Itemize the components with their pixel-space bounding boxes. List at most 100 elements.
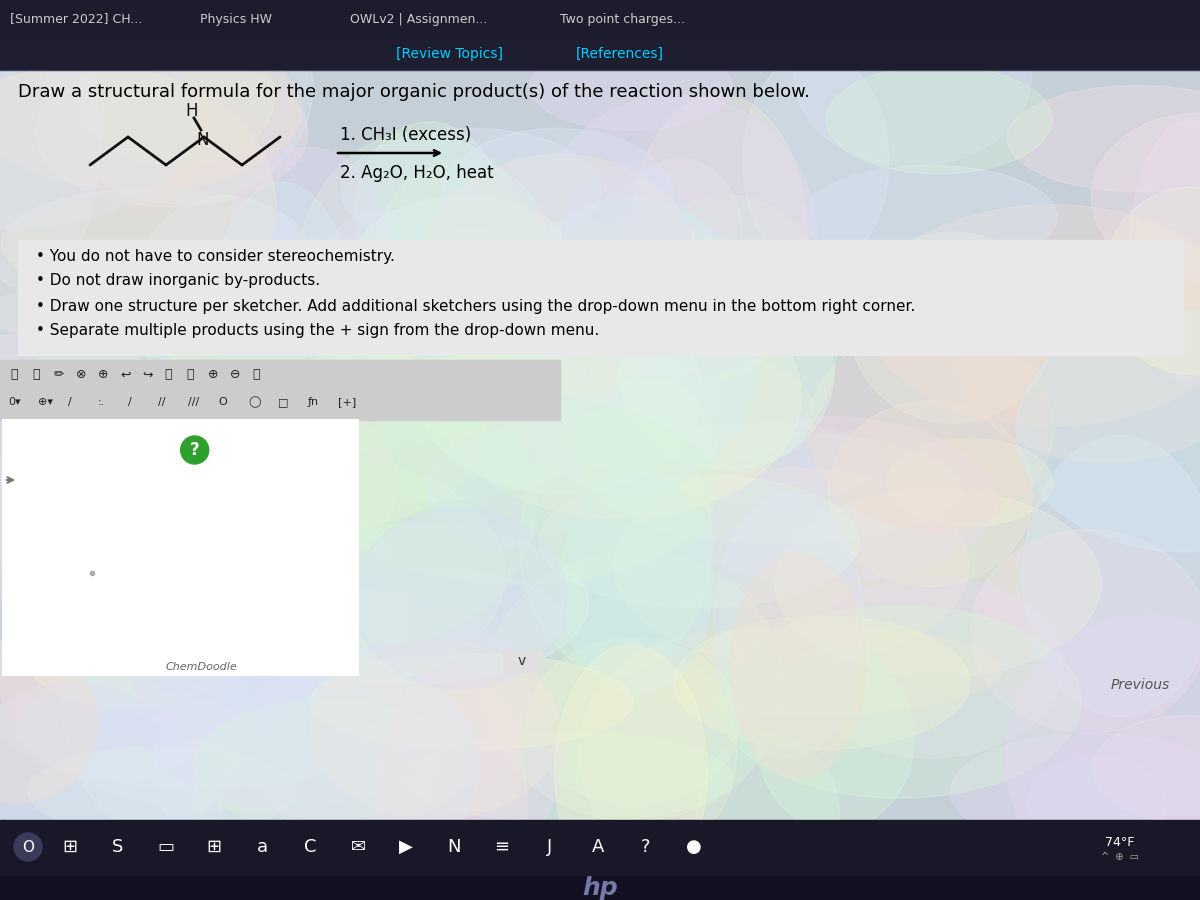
Ellipse shape: [0, 29, 301, 190]
Ellipse shape: [227, 148, 388, 346]
Ellipse shape: [139, 575, 372, 785]
Text: ▶: ▶: [400, 838, 413, 856]
Ellipse shape: [631, 94, 808, 378]
Ellipse shape: [673, 616, 970, 750]
Text: 🖼: 🖼: [164, 368, 172, 382]
Text: Draw a structural formula for the major organic product(s) of the reaction shown: Draw a structural formula for the major …: [18, 83, 810, 101]
Ellipse shape: [1091, 113, 1200, 281]
Ellipse shape: [716, 606, 1081, 798]
Bar: [0, 820, 1200, 875]
Text: ⊞: ⊞: [62, 838, 78, 856]
Ellipse shape: [19, 587, 238, 708]
Ellipse shape: [828, 400, 1033, 587]
Ellipse shape: [318, 397, 716, 584]
Ellipse shape: [353, 508, 568, 688]
Text: 74°F: 74°F: [1105, 835, 1135, 849]
Ellipse shape: [0, 10, 194, 229]
Ellipse shape: [0, 64, 276, 344]
Ellipse shape: [1016, 311, 1200, 552]
Text: ⊕▾: ⊕▾: [38, 397, 53, 407]
Ellipse shape: [72, 707, 424, 811]
Text: [Review Topics]: [Review Topics]: [396, 47, 504, 61]
Ellipse shape: [793, 0, 1032, 166]
Ellipse shape: [427, 430, 587, 548]
Text: ↪: ↪: [142, 368, 152, 382]
Text: a: a: [257, 838, 268, 856]
Ellipse shape: [377, 634, 563, 868]
Bar: [2, 420, 358, 675]
Text: 1. CH₃I (excess): 1. CH₃I (excess): [340, 126, 472, 144]
Ellipse shape: [212, 182, 352, 445]
Ellipse shape: [283, 328, 605, 500]
Text: ?: ?: [190, 441, 199, 459]
Ellipse shape: [406, 734, 732, 823]
Ellipse shape: [233, 525, 588, 684]
Ellipse shape: [256, 662, 436, 842]
Ellipse shape: [1022, 436, 1200, 716]
Ellipse shape: [0, 701, 222, 900]
Ellipse shape: [446, 242, 566, 350]
Ellipse shape: [78, 29, 274, 166]
Text: hp: hp: [582, 876, 618, 899]
Text: [Summer 2022] CH...: [Summer 2022] CH...: [10, 13, 143, 25]
Ellipse shape: [598, 432, 960, 544]
Ellipse shape: [418, 155, 702, 394]
Ellipse shape: [950, 734, 1200, 850]
Ellipse shape: [355, 122, 503, 308]
Ellipse shape: [419, 294, 702, 494]
Ellipse shape: [0, 334, 205, 575]
Text: /: /: [128, 397, 132, 407]
Ellipse shape: [378, 161, 547, 328]
Ellipse shape: [620, 274, 834, 470]
Text: ChemDoodle: ChemDoodle: [166, 662, 238, 672]
Text: ≡: ≡: [494, 838, 510, 856]
Text: ✉: ✉: [350, 838, 366, 856]
Ellipse shape: [956, 251, 1200, 463]
Text: S: S: [113, 838, 124, 856]
Ellipse shape: [775, 490, 1102, 678]
Ellipse shape: [756, 646, 914, 831]
Text: C: C: [304, 838, 317, 856]
Ellipse shape: [16, 666, 390, 789]
Ellipse shape: [887, 438, 1052, 526]
Ellipse shape: [0, 281, 204, 400]
Ellipse shape: [107, 485, 246, 644]
Text: /: /: [68, 397, 72, 407]
Ellipse shape: [342, 128, 601, 254]
Ellipse shape: [36, 301, 178, 432]
Ellipse shape: [311, 641, 560, 819]
Ellipse shape: [306, 210, 473, 381]
Ellipse shape: [0, 536, 212, 775]
Ellipse shape: [971, 529, 1200, 733]
Text: • Separate multiple products using the + sign from the drop-down menu.: • Separate multiple products using the +…: [36, 323, 599, 338]
Text: [+]: [+]: [338, 397, 356, 407]
Ellipse shape: [1007, 86, 1200, 192]
Ellipse shape: [1027, 757, 1166, 853]
Ellipse shape: [194, 698, 466, 832]
Ellipse shape: [0, 0, 100, 289]
Text: H: H: [186, 102, 198, 120]
Ellipse shape: [529, 44, 733, 130]
Ellipse shape: [0, 640, 97, 804]
Ellipse shape: [0, 375, 235, 600]
Text: ⊖: ⊖: [230, 368, 240, 382]
Ellipse shape: [1093, 716, 1200, 822]
Ellipse shape: [563, 161, 691, 322]
Ellipse shape: [46, 0, 313, 204]
Text: □: □: [278, 397, 288, 407]
Ellipse shape: [296, 132, 541, 423]
Text: O: O: [22, 840, 34, 854]
Ellipse shape: [643, 422, 880, 502]
Ellipse shape: [386, 321, 692, 403]
Ellipse shape: [808, 327, 1054, 529]
Text: ✏: ✏: [54, 368, 65, 382]
Text: ?: ?: [641, 838, 650, 856]
Ellipse shape: [552, 413, 739, 494]
Text: N: N: [197, 131, 209, 149]
Ellipse shape: [797, 577, 1063, 758]
Text: Two point charges...: Two point charges...: [560, 13, 685, 25]
Ellipse shape: [310, 653, 632, 750]
Bar: [503, 650, 541, 672]
Ellipse shape: [696, 734, 840, 900]
Bar: [18, 240, 1183, 355]
